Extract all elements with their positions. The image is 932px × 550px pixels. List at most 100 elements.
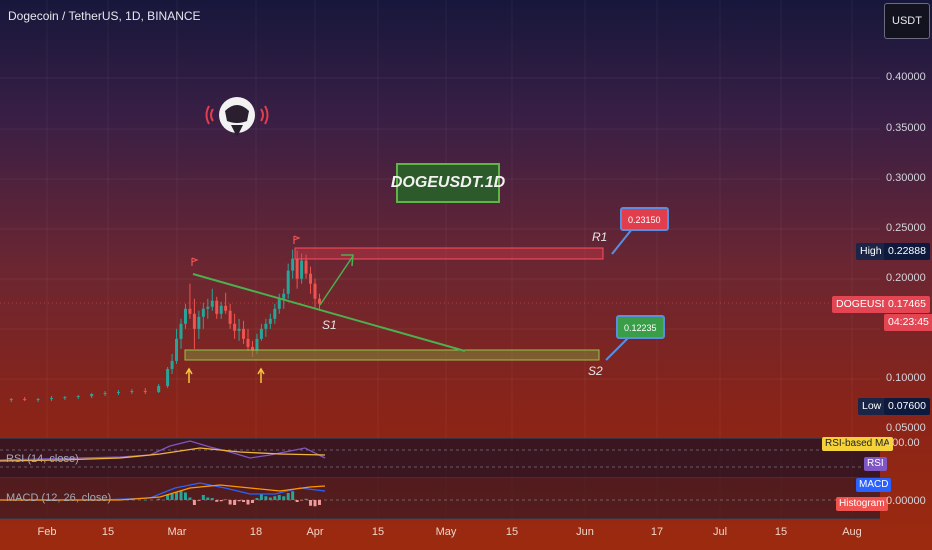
histogram-bar: [246, 500, 250, 505]
currency-button[interactable]: USDT: [884, 3, 930, 39]
x-tick: 15: [505, 526, 519, 538]
histogram-bar: [224, 499, 228, 500]
rsi-ma-tag: RSI-based MA: [822, 437, 894, 451]
candle-body: [215, 300, 219, 314]
histogram-bar: [277, 495, 281, 500]
candle-body: [116, 392, 120, 394]
projection-arrow[interactable]: [319, 254, 354, 306]
rsi-pane[interactable]: [0, 439, 880, 477]
histogram-bar: [317, 500, 321, 505]
x-tick: Feb: [37, 526, 57, 538]
x-tick: Jun: [576, 526, 594, 538]
histogram-bar: [309, 500, 313, 506]
histogram-bar: [282, 496, 286, 500]
s2-price-callout[interactable]: 0.12235: [616, 315, 665, 339]
symbol-banner[interactable]: DOGEUSDT.1D: [391, 163, 505, 203]
candle-body: [188, 308, 192, 314]
chart-title[interactable]: Dogecoin / TetherUS, 1D, BINANCE: [8, 9, 201, 23]
histogram-bar: [250, 500, 254, 503]
candle-body: [219, 305, 223, 314]
candle-body: [103, 393, 107, 395]
histogram-bar: [215, 500, 219, 502]
histogram-bar: [197, 500, 201, 501]
y-tick: 0.30000: [886, 172, 926, 184]
y-tick: 0.40000: [886, 71, 926, 83]
candle-body: [291, 258, 295, 271]
macd-pane[interactable]: [0, 478, 880, 518]
x-tick: 15: [101, 526, 115, 538]
bar-countdown: 04:23:45: [884, 314, 932, 331]
histogram-bar: [313, 500, 317, 507]
support-zone-s2[interactable]: [184, 349, 600, 361]
candle-body: [233, 323, 237, 331]
macd-label[interactable]: MACD (12, 26, close): [6, 492, 112, 504]
histogram-bar: [210, 498, 214, 500]
candle-body: [157, 386, 161, 393]
candle-body: [23, 399, 27, 401]
candle-body: [242, 328, 246, 339]
candle-body: [76, 396, 80, 398]
candle-body: [273, 308, 277, 319]
pane-separator: [0, 518, 880, 519]
y-tick: 0.25000: [886, 222, 926, 234]
x-tick: Apr: [306, 526, 324, 538]
histogram-bar: [255, 498, 259, 500]
descending-trendline[interactable]: [192, 273, 466, 352]
candle-body: [277, 298, 281, 309]
candle-body: [36, 399, 40, 401]
candle-body: [170, 360, 174, 369]
pane-separator[interactable]: [0, 477, 880, 478]
last-price-tag: 0.17465: [884, 296, 930, 313]
candle-body: [192, 313, 196, 329]
candle-body: [9, 399, 13, 401]
histogram-bar: [286, 493, 290, 500]
buy-arrows: [185, 367, 265, 383]
candle-body: [201, 308, 205, 317]
candle-body: [237, 328, 241, 331]
rsi-ma-line: [0, 447, 326, 462]
histogram-bar: [157, 498, 161, 500]
candle-body: [206, 306, 210, 309]
resistance-zone-r1[interactable]: [294, 247, 604, 260]
candle-body: [175, 338, 179, 361]
macd-histogram: [23, 490, 321, 507]
candle-body: [309, 273, 313, 284]
candle-body: [130, 391, 134, 393]
y-tick: 0.35000: [886, 122, 926, 134]
candles: [9, 249, 321, 403]
histogram-bar: [179, 490, 183, 500]
candle-body: [268, 318, 272, 324]
x-tick: Aug: [842, 526, 862, 538]
x-tick: Jul: [712, 526, 728, 538]
histogram-bar: [170, 493, 174, 500]
y-tick: 0.10000: [886, 372, 926, 384]
x-tick: Mar: [167, 526, 187, 538]
histogram-bar: [175, 492, 179, 500]
r1-callout-pointer: [611, 228, 633, 255]
r1-price-callout[interactable]: 0.23150: [620, 207, 669, 231]
candle-body: [166, 368, 170, 387]
rsi-scale-value: 100.00: [886, 437, 920, 449]
histogram-bar: [259, 494, 263, 500]
candle-body: [49, 398, 53, 400]
histogram-bar: [233, 500, 237, 505]
histogram-bar: [291, 491, 295, 500]
rsi-line: [0, 440, 326, 461]
candle-body: [224, 305, 228, 311]
rsi-label[interactable]: RSI (14, close): [6, 453, 79, 465]
histogram-bar: [304, 498, 308, 500]
histogram-bar: [192, 500, 196, 505]
x-tick: 17: [650, 526, 664, 538]
pane-separator[interactable]: [0, 438, 880, 439]
histogram-bar: [237, 500, 241, 502]
y-tick: 0.20000: [886, 272, 926, 284]
histogram-bar: [143, 500, 147, 501]
low-value: 0.07600: [884, 398, 930, 415]
histogram-tag: Histogram: [836, 497, 888, 511]
y-tick: 0.05000: [886, 422, 926, 434]
s2-label: S2: [588, 364, 603, 378]
histogram-bar: [201, 495, 205, 500]
low-label: Low: [858, 398, 886, 415]
